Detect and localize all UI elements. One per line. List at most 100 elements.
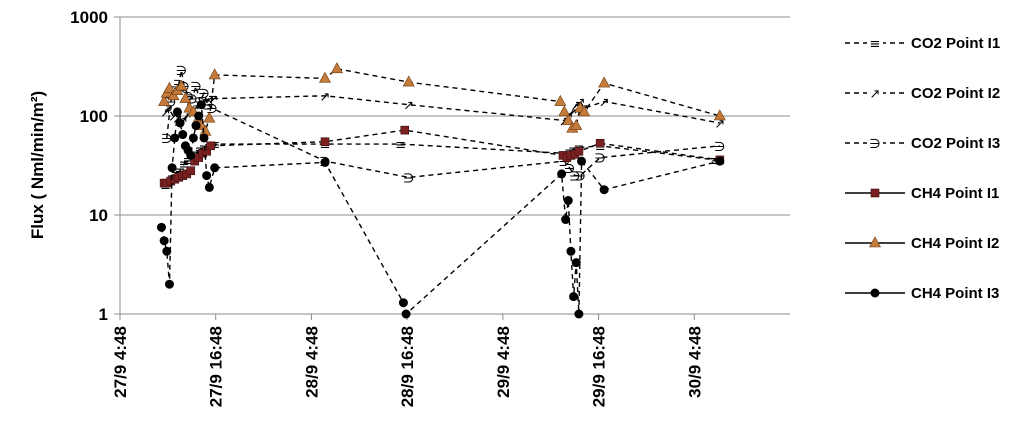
data-point: ∋ bbox=[869, 137, 880, 152]
x-tick-label: 29/9 16:48 bbox=[590, 326, 609, 407]
gridlines bbox=[120, 16, 790, 315]
data-point bbox=[186, 150, 196, 160]
data-point bbox=[318, 71, 331, 83]
series: ↗↗↗↗↗↗↗↗↗↗↗↗↗↗↗↗↗↗↗↗↗↗ bbox=[160, 90, 725, 132]
data-point bbox=[715, 156, 725, 166]
series bbox=[156, 100, 725, 319]
x-tick-label: 30/9 4:48 bbox=[685, 326, 704, 398]
data-point bbox=[186, 166, 196, 176]
series-line bbox=[166, 70, 720, 179]
data-point bbox=[569, 292, 579, 302]
legend-item: ≡ CO2 Point I1 bbox=[845, 35, 1000, 52]
x-tick-label: 27/9 16:48 bbox=[207, 326, 226, 407]
data-point: ≡ bbox=[870, 37, 881, 52]
legend-item: ∋ CO2 Point I3 bbox=[845, 135, 1000, 152]
data-point bbox=[206, 141, 215, 151]
data-point bbox=[210, 163, 220, 173]
data-point bbox=[577, 156, 587, 166]
legend-item: CH4 Point I3 bbox=[845, 285, 999, 302]
y-tick-label: 10 bbox=[89, 206, 108, 225]
data-point: ↗ bbox=[168, 110, 179, 125]
series bbox=[158, 62, 726, 136]
data-point: ≡ bbox=[183, 154, 194, 169]
data-point: ↗ bbox=[403, 99, 414, 114]
data-point bbox=[595, 138, 605, 148]
data-point bbox=[188, 133, 198, 143]
series: ∋∋∋∋∋∋∋∋∋∋∋∋∋∋∋∋∋∋∋∋∋ bbox=[161, 64, 725, 186]
data-point: ∋ bbox=[559, 155, 570, 170]
data-point: ∋ bbox=[206, 102, 217, 117]
data-point bbox=[203, 111, 216, 123]
series-line bbox=[160, 104, 720, 316]
data-point bbox=[204, 182, 214, 192]
legend: ≡ CO2 Point I1 ↗ CO2 Point I2 ∋ CO2 Point I3 C… bbox=[845, 35, 1000, 302]
data-point bbox=[574, 309, 584, 319]
data-point bbox=[571, 258, 581, 268]
data-point: ≡ bbox=[179, 158, 190, 173]
data-point: ↗ bbox=[160, 106, 171, 121]
data-point: ↗ bbox=[181, 110, 192, 125]
data-point bbox=[199, 133, 209, 143]
data-point bbox=[167, 163, 177, 173]
data-point bbox=[156, 222, 166, 232]
data-point: ∋ bbox=[161, 132, 172, 147]
legend-item: CH4 Point I2 bbox=[845, 235, 999, 252]
data-point bbox=[566, 246, 576, 256]
data-point bbox=[164, 279, 174, 289]
data-point: ↗ bbox=[567, 106, 578, 121]
data-point: ↗ bbox=[714, 117, 725, 132]
data-point bbox=[159, 236, 169, 246]
data-point: ↗ bbox=[204, 93, 215, 108]
data-point bbox=[562, 113, 575, 125]
data-point: ≡ bbox=[395, 138, 406, 153]
data-point bbox=[557, 169, 567, 179]
data-point bbox=[554, 94, 567, 106]
data-point bbox=[599, 185, 609, 195]
data-point: ∋ bbox=[190, 80, 201, 95]
data-point bbox=[175, 118, 185, 128]
data-point: ↗ bbox=[208, 93, 219, 108]
data-point bbox=[578, 105, 591, 117]
data-point bbox=[870, 288, 880, 298]
x-tick-label: 29/9 4:48 bbox=[494, 326, 513, 398]
series-line bbox=[164, 143, 716, 186]
data-point bbox=[202, 171, 212, 181]
data-point bbox=[208, 68, 221, 80]
data-point: ∋ bbox=[569, 170, 580, 185]
data-point bbox=[178, 130, 188, 140]
y-axis-title: Flux ( Nml/min/m²) bbox=[28, 91, 47, 239]
series-line bbox=[163, 68, 720, 133]
data-point: ↗ bbox=[599, 96, 610, 111]
data-point bbox=[598, 76, 611, 88]
data-point bbox=[196, 100, 206, 110]
data-point bbox=[402, 75, 415, 87]
data-point: ∋ bbox=[202, 99, 213, 114]
data-point bbox=[561, 215, 571, 225]
data-point bbox=[163, 81, 176, 93]
legend-item: CH4 Point I1 bbox=[845, 185, 999, 202]
y-tick-label: 1 bbox=[99, 305, 108, 324]
y-tick-label: 1000 bbox=[70, 8, 108, 27]
data-point bbox=[194, 111, 204, 121]
data-point: ↗ bbox=[571, 99, 582, 114]
series-line bbox=[164, 129, 720, 184]
y-axis: 1 10 100 1000 bbox=[70, 8, 121, 324]
data-point: ∋ bbox=[564, 162, 575, 177]
data-point bbox=[320, 157, 330, 167]
data-point bbox=[868, 236, 882, 248]
x-tick-label: 27/9 4:48 bbox=[111, 326, 130, 398]
legend-marker-bg bbox=[867, 35, 883, 51]
data-point: ∋ bbox=[714, 140, 725, 155]
data-point: ∋ bbox=[198, 87, 209, 102]
legend-label: CO2 Point I2 bbox=[911, 85, 1000, 102]
data-point: ∋ bbox=[575, 170, 586, 185]
data-point bbox=[563, 196, 573, 206]
series bbox=[159, 125, 725, 188]
series-line bbox=[164, 95, 720, 124]
x-tick-label: 28/9 4:48 bbox=[302, 326, 321, 398]
legend-marker-bg bbox=[867, 135, 883, 151]
data-point bbox=[170, 133, 180, 143]
data-point bbox=[162, 246, 172, 256]
data-point: ∋ bbox=[186, 93, 197, 108]
